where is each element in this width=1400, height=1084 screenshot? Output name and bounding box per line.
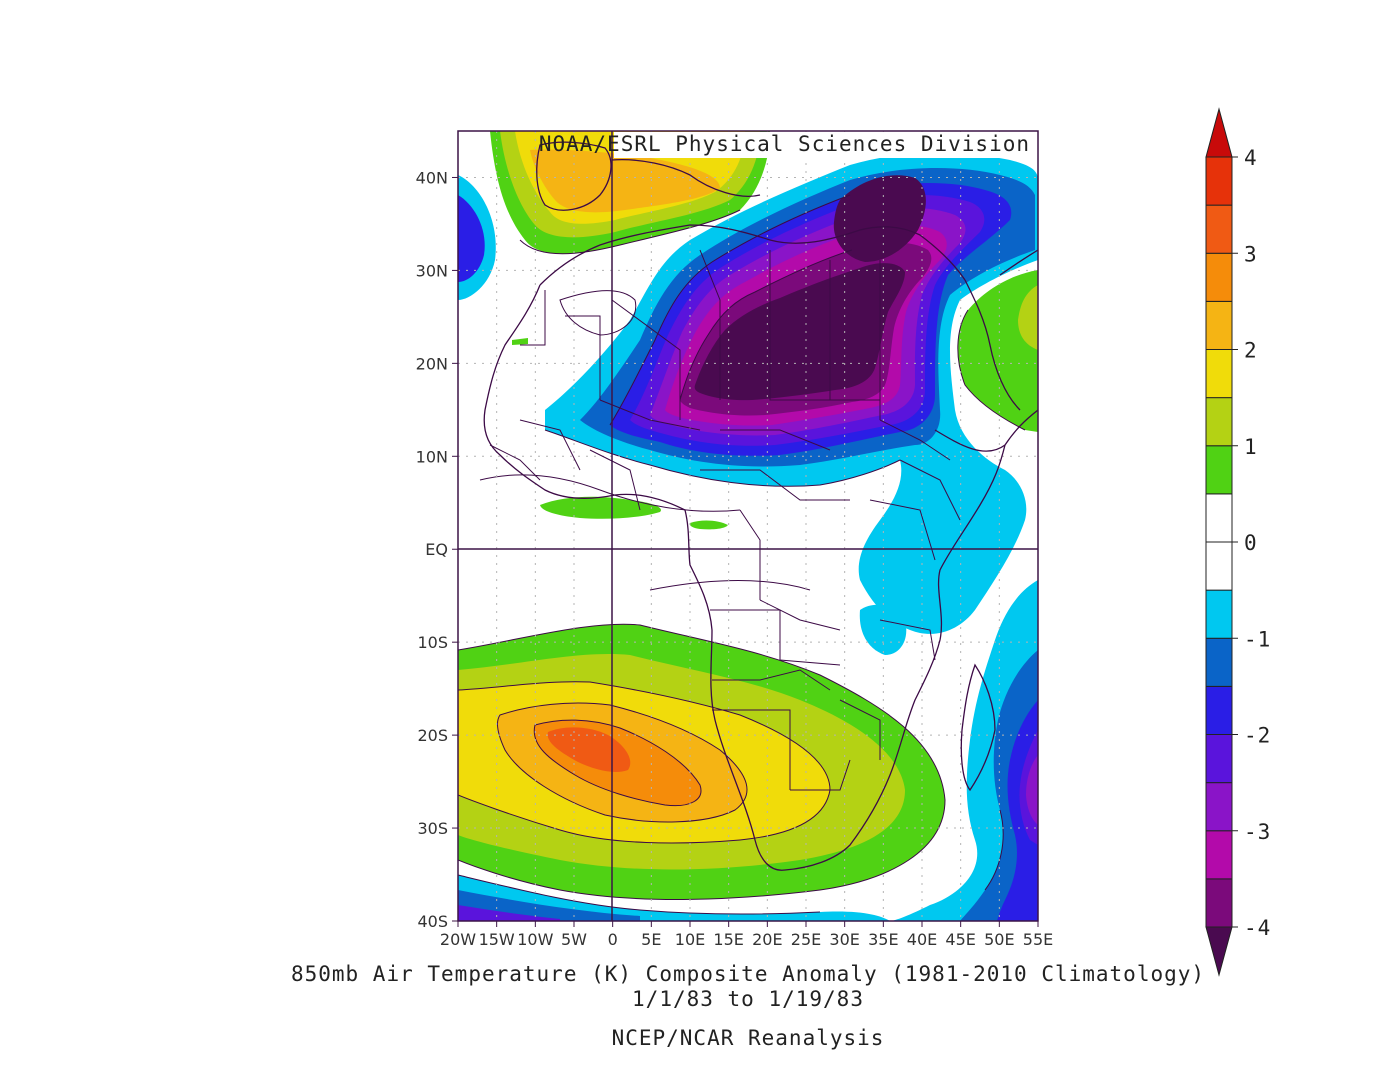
colorbar-label: -1 (1244, 627, 1271, 651)
fill-positive-east-1 (957, 270, 1038, 432)
coastlines (483, 141, 1038, 871)
colorbar-label: 2 (1244, 339, 1258, 363)
lat-tick-label: 10S (417, 633, 448, 652)
lon-tick-label: 20E (752, 930, 782, 949)
lon-tick-label: 20W (440, 930, 476, 949)
lon-tick-label: 55E (1023, 930, 1053, 949)
fill-positive-small (512, 338, 528, 345)
fill-positive-east-2 (1018, 285, 1038, 350)
colorbar-min-arrow (1205, 926, 1233, 977)
colorbar-segment (1205, 589, 1233, 639)
colorbar-max-arrow (1205, 107, 1233, 158)
colorbar-label: 0 (1244, 531, 1258, 555)
colorbar-segment (1205, 734, 1233, 784)
colorbar-segment (1205, 397, 1233, 447)
colorbar-segment (1205, 493, 1233, 543)
lat-tick-label: 30N (416, 261, 448, 280)
colorbar-segment (1205, 685, 1233, 735)
map-panel (458, 131, 1038, 921)
lon-tick-label: 30E (829, 930, 859, 949)
lon-tick-label: 50E (984, 930, 1014, 949)
fill-negative-se-5 (1026, 755, 1038, 825)
colorbar-label: -2 (1244, 724, 1271, 748)
colorbar-segment (1205, 637, 1233, 687)
fill-positive-nw-4 (530, 149, 720, 213)
lon-tick-label: 15W (479, 930, 515, 949)
credit-box (614, 132, 1036, 158)
graticule (458, 131, 1038, 921)
lon-tick-label: 40E (907, 930, 937, 949)
colorbar-label: -4 (1244, 916, 1271, 940)
fill-negative-se-1 (890, 580, 1038, 921)
figure-title: 850mb Air Temperature (K) Composite Anom… (291, 962, 1205, 986)
lat-tick-label: 10N (416, 447, 448, 466)
colorbar-segment (1205, 782, 1233, 832)
colorbar-label: -3 (1244, 820, 1271, 844)
fill-negative-8 (694, 263, 905, 401)
credit-label: NOAA/ESRL Physical Sciences Division (539, 132, 1030, 156)
colorbar-label: 3 (1244, 242, 1258, 266)
fill-negative-south-3 (458, 905, 560, 921)
map-frame (457, 130, 1039, 922)
colorbar: 4 3 2 1 0 -1 -2 -3 -4 (1205, 107, 1271, 977)
lat-axis: 40N 30N 20N 10N EQ 10S 20S 30S 40S (416, 168, 458, 931)
lon-tick-label: 5W (561, 930, 587, 949)
lon-tick-label: 0 (608, 930, 618, 949)
lon-tick-label: 25E (791, 930, 821, 949)
lon-tick-label: 5E (641, 930, 661, 949)
colorbar-segment (1205, 252, 1233, 302)
colorbar-label: 4 (1244, 146, 1258, 170)
lon-tick-label: 15E (713, 930, 743, 949)
fill-negative-west-2 (458, 195, 485, 282)
lat-tick-label: 30S (417, 819, 448, 838)
fill-negative-core-north (833, 175, 926, 262)
lat-tick-label: 20N (416, 354, 448, 373)
colorbar-segment (1205, 204, 1233, 254)
lat-tick-label: 40N (416, 168, 448, 187)
colorbar-label: 1 (1244, 435, 1258, 459)
colorbar-segment (1205, 541, 1233, 591)
lat-tick-label: 20S (417, 726, 448, 745)
colorbar-segment (1205, 300, 1233, 350)
lon-axis: 20W 15W 10W 5W 0 5E 10E 15E 20E 25E 30E 35E 40E 45E 50… (440, 921, 1053, 949)
lat-tick-label: 40S (417, 912, 448, 931)
lon-tick-label: 10W (517, 930, 553, 949)
colorbar-segment (1205, 830, 1233, 880)
date-range: 1/1/83 to 1/19/83 (632, 987, 864, 1011)
fill-positive-6 (547, 727, 631, 773)
lat-tick-label: EQ (425, 540, 448, 559)
colorbar-segment (1205, 349, 1233, 399)
lon-tick-label: 10E (675, 930, 705, 949)
colorbar-segment (1205, 445, 1233, 495)
lon-tick-label: 45E (945, 930, 975, 949)
contour-lines (458, 194, 1026, 915)
lon-tick-label: 35E (868, 930, 898, 949)
fill-positive-gulf (540, 496, 661, 519)
colorbar-segment (1205, 878, 1233, 928)
colorbar-segment (1205, 156, 1233, 206)
fill-negative-eastafrica (859, 604, 907, 655)
data-source: NCEP/NCAR Reanalysis (612, 1026, 885, 1050)
anomaly-fills (458, 131, 1038, 921)
fill-positive-gabon (689, 520, 728, 530)
country-borders (489, 249, 961, 791)
